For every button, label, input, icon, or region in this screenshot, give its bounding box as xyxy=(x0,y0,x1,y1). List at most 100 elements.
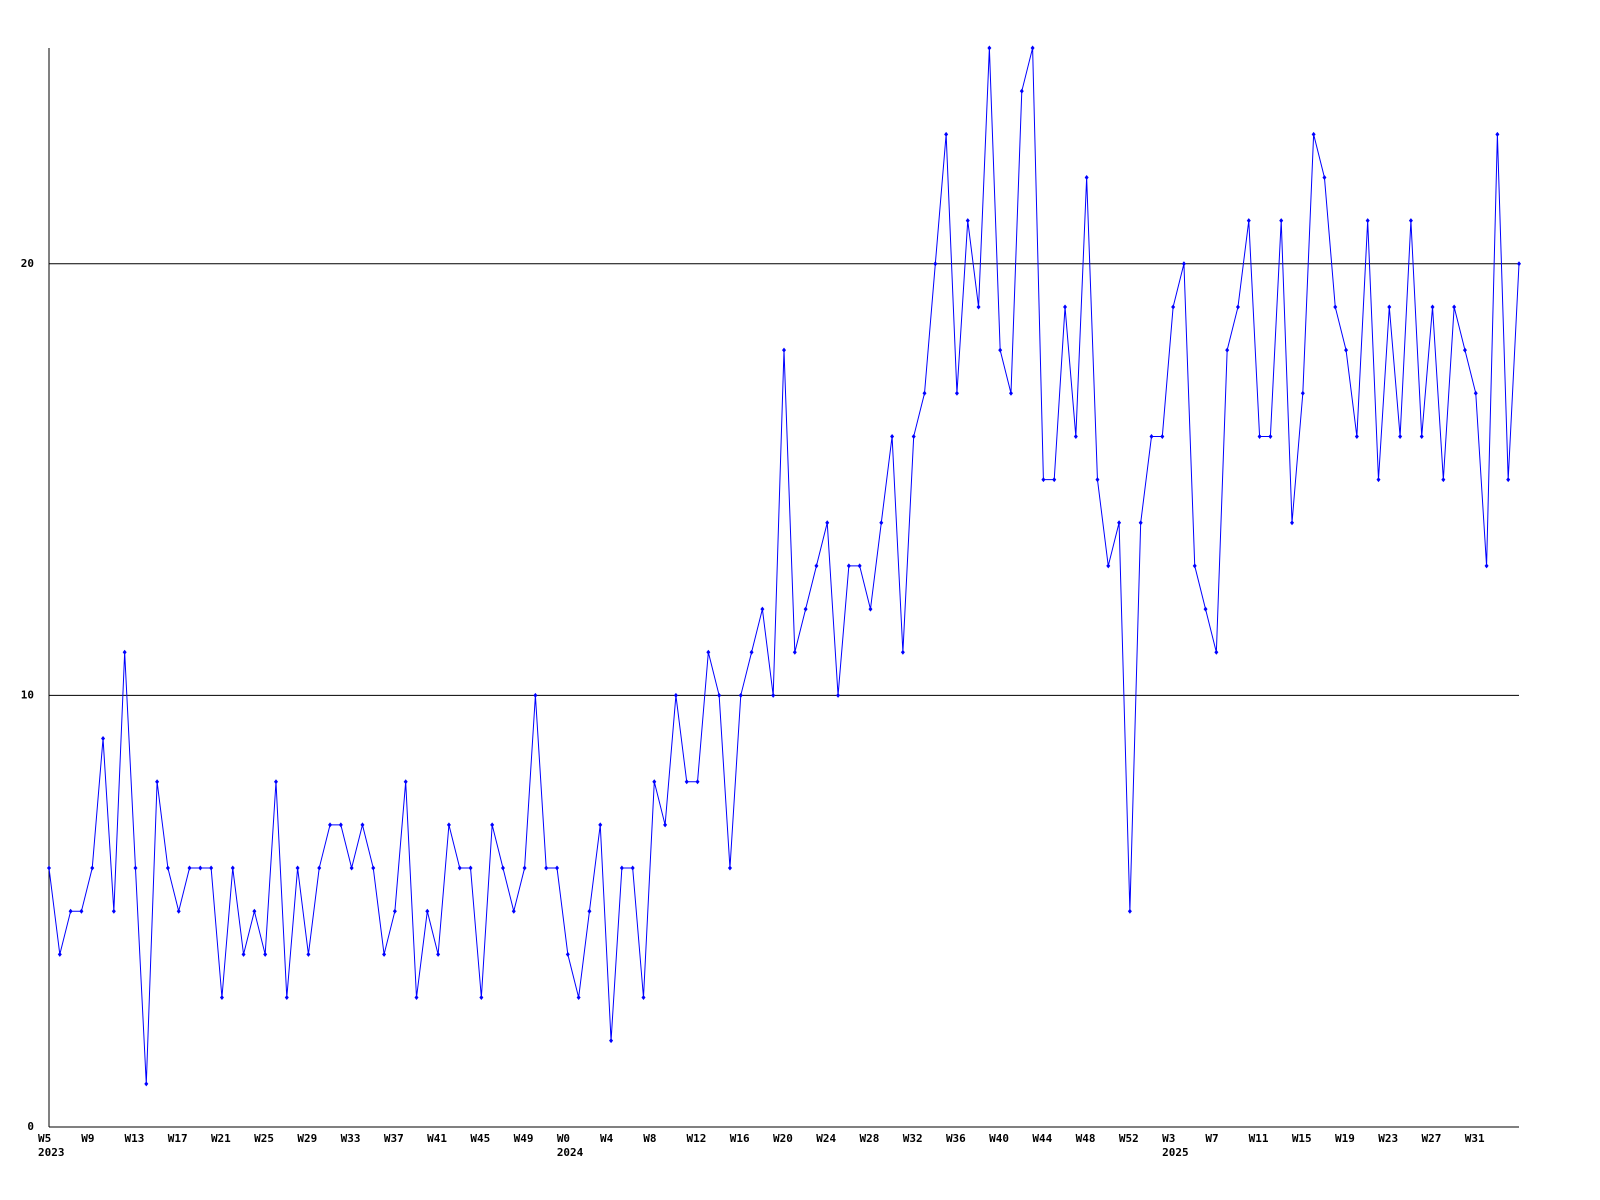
point-marker xyxy=(490,822,495,828)
x-tick-label: W8 xyxy=(643,1132,656,1145)
point-marker xyxy=(998,347,1003,353)
point-marker xyxy=(890,433,895,439)
point-marker xyxy=(1344,347,1349,353)
point-marker xyxy=(576,995,581,1001)
point-marker xyxy=(944,131,949,137)
x-tick-label: W48 xyxy=(1076,1132,1096,1145)
point-marker xyxy=(1225,347,1230,353)
point-marker xyxy=(209,865,214,871)
point-marker xyxy=(879,520,884,526)
x-tick-label: W33 xyxy=(341,1132,361,1145)
point-marker xyxy=(630,865,635,871)
point-marker xyxy=(68,908,73,914)
x-tick-label: W23 xyxy=(1378,1132,1398,1145)
point-marker xyxy=(771,692,776,698)
x-tick-label: W37 xyxy=(384,1132,404,1145)
point-marker xyxy=(555,865,560,871)
y-tick-label: 20 xyxy=(21,257,34,270)
point-marker xyxy=(976,304,981,310)
point-marker xyxy=(382,951,387,957)
x-tick-label: W31 xyxy=(1465,1132,1485,1145)
point-marker xyxy=(836,692,841,698)
point-marker xyxy=(79,908,84,914)
point-marker xyxy=(414,995,419,1001)
point-marker xyxy=(922,390,927,396)
point-marker xyxy=(1484,563,1489,569)
point-marker xyxy=(1376,477,1381,483)
point-marker xyxy=(587,908,592,914)
point-marker xyxy=(814,563,819,569)
x-tick-label: W45 xyxy=(470,1132,490,1145)
x-tick-label: W19 xyxy=(1335,1132,1355,1145)
x-tick-label: W40 xyxy=(989,1132,1009,1145)
x-tick-label: W25 xyxy=(254,1132,274,1145)
point-marker xyxy=(446,822,451,828)
point-marker xyxy=(176,908,181,914)
point-marker xyxy=(857,563,862,569)
point-marker xyxy=(1398,433,1403,439)
x-tick-label: W27 xyxy=(1422,1132,1442,1145)
point-marker xyxy=(284,995,289,1001)
x-tick-label: W29 xyxy=(297,1132,317,1145)
point-marker xyxy=(1506,477,1511,483)
point-marker xyxy=(1322,174,1327,180)
point-marker xyxy=(403,779,408,785)
point-marker xyxy=(101,736,106,742)
point-marker xyxy=(111,908,116,914)
point-marker xyxy=(1171,304,1176,310)
point-marker xyxy=(1117,520,1122,526)
point-marker xyxy=(1290,520,1295,526)
x-tick-label: W5 xyxy=(38,1132,51,1145)
point-marker xyxy=(738,692,743,698)
point-marker xyxy=(782,347,786,353)
point-marker xyxy=(1127,908,1132,914)
point-marker xyxy=(965,218,970,224)
point-marker xyxy=(1419,433,1424,439)
point-marker xyxy=(479,995,484,1001)
point-marker xyxy=(1052,477,1057,483)
x-tick-label: W16 xyxy=(730,1132,750,1145)
point-marker xyxy=(1019,88,1024,94)
point-marker xyxy=(1214,649,1219,655)
x-tick-label: W32 xyxy=(903,1132,923,1145)
point-marker xyxy=(727,865,732,871)
point-marker xyxy=(187,865,192,871)
point-marker xyxy=(295,865,300,871)
x-tick-label: W4 xyxy=(600,1132,614,1145)
point-marker xyxy=(760,606,765,612)
point-marker xyxy=(230,865,235,871)
x-tick-label: W15 xyxy=(1292,1132,1312,1145)
point-marker xyxy=(868,606,873,612)
x-tick-label: W21 xyxy=(211,1132,231,1145)
point-marker xyxy=(695,779,700,785)
point-marker xyxy=(306,951,311,957)
point-marker xyxy=(954,390,959,396)
point-marker xyxy=(1354,433,1359,439)
x-tick-label: W44 xyxy=(1032,1132,1052,1145)
point-marker xyxy=(338,822,343,828)
x-group-label: 2024 xyxy=(557,1146,584,1159)
x-tick-label: W13 xyxy=(124,1132,144,1145)
point-marker xyxy=(1473,390,1478,396)
point-marker xyxy=(457,865,462,871)
point-marker xyxy=(663,822,668,828)
point-marker xyxy=(317,865,322,871)
point-marker xyxy=(825,520,830,526)
x-tick-label: W9 xyxy=(81,1132,94,1145)
point-marker xyxy=(1008,390,1013,396)
point-marker xyxy=(1365,218,1370,224)
point-marker xyxy=(1192,563,1197,569)
x-tick-label: W49 xyxy=(514,1132,534,1145)
point-marker xyxy=(90,865,95,871)
point-marker xyxy=(1300,390,1305,396)
point-marker xyxy=(619,865,624,871)
point-marker xyxy=(673,692,678,698)
x-tick-label: W28 xyxy=(859,1132,879,1145)
x-tick-label: W7 xyxy=(1205,1132,1218,1145)
point-marker xyxy=(425,908,430,914)
x-tick-label: W17 xyxy=(168,1132,188,1145)
point-marker xyxy=(47,865,51,871)
point-marker xyxy=(1311,131,1316,137)
x-tick-label: W24 xyxy=(816,1132,836,1145)
